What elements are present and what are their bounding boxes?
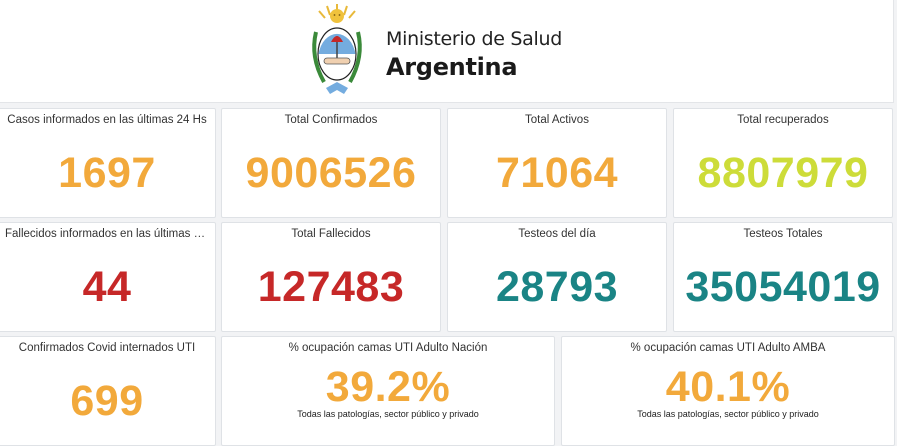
card-icu-occupancy-amba: % ocupación camas UTI Adulto AMBA 40.1% … <box>561 336 895 446</box>
card-value: 35054019 <box>685 263 881 311</box>
card-title: Casos informados en las últimas 24 Hs <box>7 114 207 126</box>
card-title: Total Activos <box>525 114 589 126</box>
card-total-recovered: Total recuperados 8807979 <box>673 108 893 218</box>
card-subtitle: Todas las patologías, sector público y p… <box>637 409 819 419</box>
card-value: 39.2% <box>325 363 451 411</box>
country-name: Argentina <box>386 53 518 81</box>
card-value: 71064 <box>495 149 619 197</box>
card-subtitle: Todas las patologías, sector público y p… <box>297 409 479 419</box>
card-value: 9006526 <box>245 149 417 197</box>
card-value: 1697 <box>58 149 156 197</box>
argentina-coat-of-arms-icon <box>312 4 362 94</box>
header-banner: Ministerio de Salud Argentina <box>0 0 894 103</box>
card-title: Testeos Totales <box>743 228 823 240</box>
card-title: Testeos del día <box>518 228 596 240</box>
card-value: 127483 <box>257 263 405 311</box>
card-icu-covid: Confirmados Covid internados UTI 699 <box>0 336 216 446</box>
ministry-name: Ministerio de Salud <box>386 28 562 50</box>
card-title: % ocupación camas UTI Adulto AMBA <box>630 342 826 354</box>
card-total-confirmed: Total Confirmados 9006526 <box>221 108 441 218</box>
card-value: 44 <box>82 263 132 311</box>
card-icu-occupancy-nacion: % ocupación camas UTI Adulto Nación 39.2… <box>221 336 555 446</box>
card-title: Total Fallecidos <box>291 228 371 240</box>
card-title: Total Confirmados <box>284 114 378 126</box>
card-title: % ocupación camas UTI Adulto Nación <box>288 342 488 354</box>
card-value: 699 <box>70 377 144 425</box>
card-total-active: Total Activos 71064 <box>447 108 667 218</box>
card-value: 40.1% <box>665 363 791 411</box>
card-title: Confirmados Covid internados UTI <box>18 342 196 354</box>
card-tests-day: Testeos del día 28793 <box>447 222 667 332</box>
card-deaths-24h: Fallecidos informados en las últimas 24 … <box>0 222 216 332</box>
card-tests-total: Testeos Totales 35054019 <box>673 222 893 332</box>
card-total-deaths: Total Fallecidos 127483 <box>221 222 441 332</box>
card-title: Fallecidos informados en las últimas 24 … <box>5 228 215 240</box>
card-cases-24h: Casos informados en las últimas 24 Hs 16… <box>0 108 216 218</box>
card-title: Total recuperados <box>737 114 829 126</box>
card-value: 28793 <box>495 263 619 311</box>
card-value: 8807979 <box>697 149 869 197</box>
